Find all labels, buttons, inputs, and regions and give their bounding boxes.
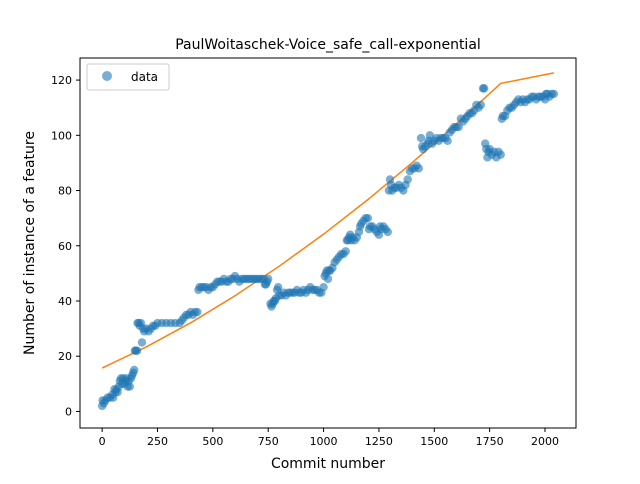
y-axis-label: Number of instance of a feature [22,131,38,355]
data-point [324,275,332,283]
data-point [384,228,392,236]
x-tick-label: 1500 [420,435,448,448]
x-tick-label: 1250 [365,435,393,448]
x-tick-label: 1000 [310,435,338,448]
data-point [193,308,201,316]
y-tick-label: 100 [51,129,72,142]
x-axis-label: Commit number [271,456,385,472]
legend-marker [102,71,112,81]
data-point [342,247,350,255]
x-axis-ticks: 0 250 500 750 1000 1250 1500 1750 2000 [99,428,559,448]
x-tick-label: 250 [147,435,168,448]
data-point [550,90,558,98]
y-tick-label: 120 [51,74,72,87]
data-point [133,346,141,354]
y-tick-label: 0 [65,405,72,418]
x-tick-label: 500 [202,435,223,448]
x-tick-label: 0 [99,435,106,448]
data-point [443,137,451,145]
chart-title: PaulWoitaschek-Voice_safe_call-exponenti… [175,37,481,53]
data-point [415,164,423,172]
x-tick-label: 750 [258,435,279,448]
y-tick-label: 60 [58,240,72,253]
data-point [264,275,272,283]
y-tick-label: 20 [58,350,72,363]
data-point [480,84,488,92]
data-point [138,338,146,346]
data-point [497,150,505,158]
x-tick-label: 2000 [531,435,559,448]
data-point [477,101,485,109]
data-point [364,214,372,222]
y-axis-ticks: 0 20 40 60 80 100 120 [51,74,80,418]
data-points-layer [98,84,558,410]
data-point [130,366,138,374]
y-tick-label: 40 [58,295,72,308]
x-tick-label: 1750 [476,435,504,448]
y-tick-label: 80 [58,185,72,198]
data-point [319,283,327,291]
data-point [404,175,412,183]
legend-label: data [131,70,158,84]
data-point [417,134,425,142]
legend: data [87,64,169,90]
data-point [126,382,134,390]
